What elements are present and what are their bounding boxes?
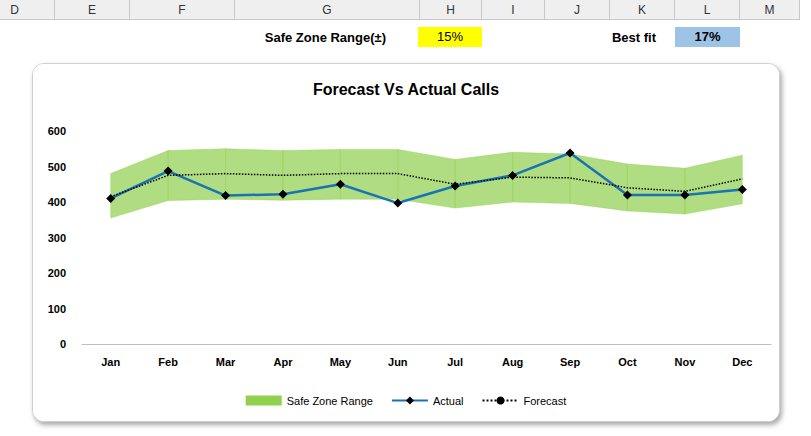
svg-text:Feb: Feb — [158, 356, 178, 368]
svg-text:Jan: Jan — [101, 356, 120, 368]
svg-text:Nov: Nov — [674, 356, 696, 368]
html-text:G: G — [322, 3, 332, 17]
svg-text:100: 100 — [48, 303, 66, 315]
html-text:D: D — [10, 3, 19, 17]
svg-text:Aug: Aug — [502, 356, 523, 368]
svg-text:Forecast Vs Actual Calls: Forecast Vs Actual Calls — [313, 81, 499, 98]
html-text:F: F — [178, 3, 186, 17]
html-text:15%: 15% — [437, 29, 463, 44]
svg-text:Mar: Mar — [216, 356, 236, 368]
svg-text:Forecast: Forecast — [524, 395, 567, 407]
svg-text:Actual: Actual — [433, 395, 464, 407]
html-text:J: J — [574, 3, 580, 17]
html-text:K: K — [638, 3, 646, 17]
html-text:E: E — [88, 3, 96, 17]
html-text:17%: 17% — [694, 29, 721, 44]
svg-text:500: 500 — [48, 161, 66, 173]
svg-text:Jun: Jun — [388, 356, 408, 368]
html-text:Safe Zone Range(±): Safe Zone Range(±) — [264, 30, 386, 45]
html-text:I: I — [511, 3, 515, 17]
html-text:Best fit: Best fit — [611, 30, 656, 45]
svg-text:0: 0 — [60, 338, 66, 350]
svg-text:200: 200 — [48, 267, 66, 279]
svg-text:Sep: Sep — [560, 356, 580, 368]
html-text:M: M — [764, 3, 775, 17]
svg-text:Dec: Dec — [732, 356, 752, 368]
svg-text:300: 300 — [48, 232, 66, 244]
html-text:L: L — [703, 3, 711, 17]
svg-text:May: May — [330, 356, 352, 368]
svg-text:Apr: Apr — [273, 356, 293, 368]
svg-text:600: 600 — [48, 125, 66, 137]
html-text:H: H — [446, 3, 455, 17]
svg-text:Safe Zone Range: Safe Zone Range — [287, 395, 373, 407]
svg-text:Oct: Oct — [618, 356, 637, 368]
svg-text:400: 400 — [48, 196, 66, 208]
svg-text:Jul: Jul — [447, 356, 463, 368]
